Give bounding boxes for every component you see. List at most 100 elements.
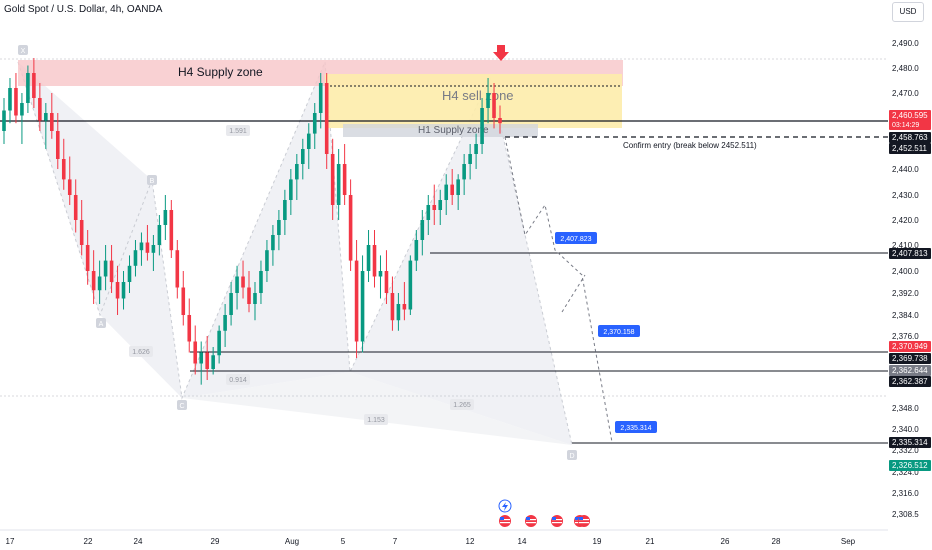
price-label: 2,458.763 [892,133,928,142]
price-label: 2,362.644 [892,366,928,375]
candle-body [408,260,413,310]
candle-body [79,220,84,245]
candle-body [312,113,317,134]
candle-body [384,271,389,293]
candle-body [151,245,156,253]
candle-body [67,179,72,195]
ratio-label: 1.626 [132,349,150,356]
candle-body [38,98,42,121]
target-label: 2,335.314 [620,425,651,432]
candle-body [127,265,132,282]
candle-body [85,245,90,271]
candle-body [300,149,305,164]
price-label-box [889,110,931,130]
ratio-label-box [129,346,153,357]
y-tick-label: 2,440.0 [892,165,919,174]
x-tick-label: 29 [211,537,220,546]
x-tick-label: 17 [6,537,15,546]
x-tick-label: 24 [134,537,143,546]
price-label: 2,369.738 [892,354,928,363]
pattern-point-box [147,175,157,185]
h4-sell-zone[interactable] [325,74,622,128]
price-label: 2,460.595 [892,111,928,120]
candle-body [211,355,215,369]
chart-title: Gold Spot / U.S. Dollar, 4h, OANDA [4,4,163,15]
candle-body [205,352,209,369]
y-tick-label: 2,410.0 [892,241,919,250]
price-label: 2,335.314 [892,438,928,447]
candle-body [181,287,186,315]
price-label: 2,326.512 [892,461,928,470]
y-tick-label: 2,308.5 [892,510,919,519]
event-icons[interactable] [498,499,590,527]
price-label: 2,362.387 [892,377,928,386]
target-label-box [615,421,657,433]
price-label-box [889,460,931,471]
x-tick-label: 19 [593,537,602,546]
candle-body [283,200,287,220]
target-label-box [598,325,640,337]
h1-supply-zone[interactable] [343,124,538,137]
candle-body [50,113,54,131]
price-label-box [889,248,931,259]
pattern-point-label: B [150,178,155,185]
price-label-box [889,341,931,352]
candle-body [289,179,293,200]
candle-body [492,93,496,118]
price-label-box [889,376,931,387]
candle-body [235,276,239,293]
price-label-box [889,353,931,364]
confirm-entry-label: Confirm entry (break below 2452.511) [623,141,757,150]
candle-body [426,205,431,220]
candle-body [372,245,377,277]
ratio-label-box [364,414,388,425]
candle-body [420,220,425,240]
pattern-labels: X A B C D [18,45,577,460]
ratio-label-box [226,374,250,385]
y-tick-label: 2,480.0 [892,64,919,73]
candle-body [253,293,257,304]
x-tick-label: 5 [341,537,346,546]
price-axis[interactable] [888,0,932,550]
y-tick-label: 2,392.0 [892,289,919,298]
pattern-point-box [18,45,28,55]
ratio-label: 1.153 [367,417,385,424]
price-label: 2,370.949 [892,342,928,351]
candle-body [169,210,174,251]
candle-body [145,242,150,253]
ratio-label: 0.914 [229,377,247,384]
y-tick-label: 2,332.0 [892,446,919,455]
y-tick-label: 2,420.0 [892,216,919,225]
y-tick-label: 2,430.0 [892,191,919,200]
candle-body [32,73,36,98]
candle-body [474,144,478,154]
candle-body [44,113,48,121]
candle-body [450,184,454,195]
x-tick-label: 7 [393,537,398,546]
down-arrow-icon [493,45,509,61]
y-tick-label: 2,490.0 [892,39,919,48]
projection-path [504,136,613,443]
currency-button[interactable]: USD [892,2,924,22]
candle-body [414,240,419,261]
candle-body [498,118,502,124]
candle-body [336,164,341,205]
candle-body [157,225,162,245]
h1-supply-label: H1 Supply zone [418,125,489,136]
y-tick-label: 2,340.0 [892,425,919,434]
candle-body [354,260,359,342]
candle-body [199,352,204,364]
price-labels: 2,460.595 03:14:29 2,458.763 2,452.511 2,407… [889,110,931,471]
price-label-box [889,365,931,376]
target-label: 2,407.823 [560,236,591,243]
target-label-box [555,232,597,244]
target-label: 2,370.158 [603,329,634,336]
pattern-point-label: D [569,453,574,460]
candle-body [348,195,353,261]
price-label: 2,407.813 [892,249,928,258]
h4-sell-label: H4 sell zone [442,88,514,103]
candle-body [73,195,78,220]
candle-body [438,200,443,210]
candle-body [121,282,126,299]
